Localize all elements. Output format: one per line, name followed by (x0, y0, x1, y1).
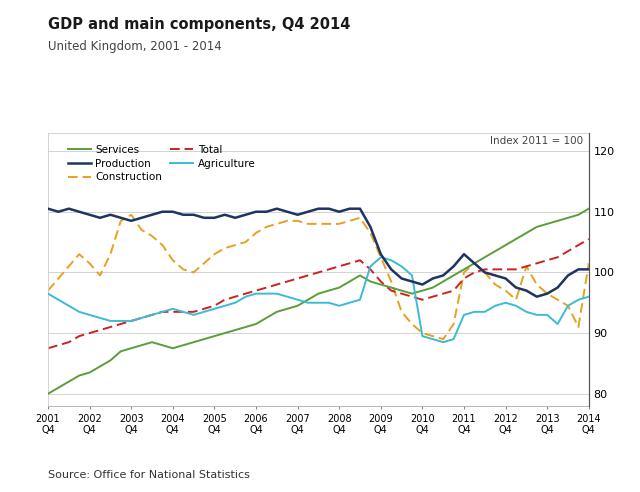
Legend: Services, Production, Construction, Total, Agriculture: Services, Production, Construction, Tota… (64, 141, 259, 186)
Text: Source: Office for National Statistics: Source: Office for National Statistics (48, 470, 250, 480)
Text: GDP and main components, Q4 2014: GDP and main components, Q4 2014 (48, 17, 350, 32)
Text: Index 2011 = 100: Index 2011 = 100 (490, 136, 584, 146)
Text: United Kingdom, 2001 - 2014: United Kingdom, 2001 - 2014 (48, 40, 221, 53)
